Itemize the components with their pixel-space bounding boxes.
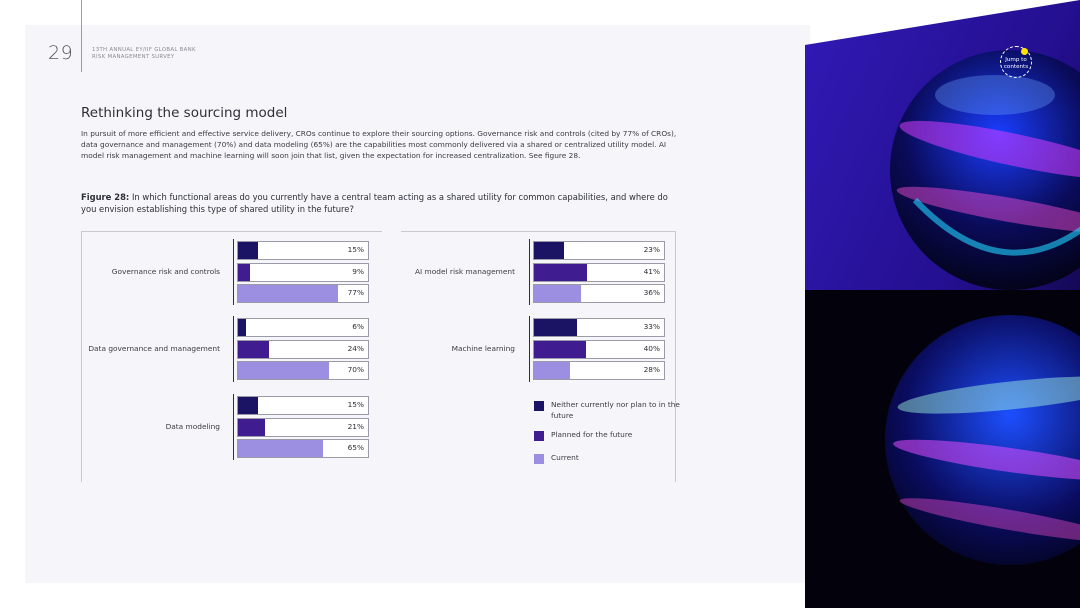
bar-data-governance-and-management-current: 70% [237, 361, 369, 380]
bar-ai-model-risk-management-current: 36% [533, 284, 665, 303]
page-background [25, 25, 810, 583]
bar-value-label: 65% [347, 443, 364, 452]
bar-machine-learning-current: 28% [533, 361, 665, 380]
header-divider [81, 0, 82, 72]
axis-line-data-modeling [233, 394, 234, 460]
legend-swatch-planned [534, 431, 544, 441]
bar-fill-ai-model-risk-management-current [534, 285, 581, 302]
jump-indicator-icon [1021, 48, 1028, 55]
bar-fill-governance-risk-and-controls-current [238, 285, 339, 302]
bar-machine-learning-neither: 33% [533, 318, 665, 337]
bar-fill-data-governance-and-management-neither [238, 319, 246, 336]
legend-swatch-current [534, 454, 544, 464]
bar-value-label: 6% [352, 322, 364, 331]
figure-question: In which functional areas do you current… [81, 192, 668, 215]
jump-to-contents-button[interactable]: Jump to contents [1000, 46, 1032, 78]
bar-value-label: 36% [643, 288, 660, 297]
bar-data-modeling-current: 65% [237, 439, 369, 458]
axis-line-ai-model-risk-management [529, 239, 530, 305]
legend-label-planned: Planned for the future [551, 430, 633, 439]
bar-value-label: 41% [643, 266, 660, 276]
bar-machine-learning-planned: 40% [533, 339, 665, 359]
bar-fill-data-governance-and-management-current [238, 362, 329, 379]
bar-value-label: 77% [347, 288, 364, 297]
bar-fill-data-modeling-neither [238, 397, 258, 414]
axis-line-machine-learning [529, 316, 530, 382]
bar-fill-data-modeling-planned [238, 418, 266, 436]
chart-frame-left [81, 231, 382, 482]
bar-value-label: 9% [352, 266, 364, 276]
bar-value-label: 15% [347, 245, 364, 254]
category-label-data-governance-and-management: Data governance and management [88, 343, 220, 353]
bar-fill-governance-risk-and-controls-neither [238, 242, 258, 259]
category-label-data-modeling: Data modeling [165, 421, 220, 431]
bar-data-modeling-planned: 21% [237, 417, 369, 437]
bar-fill-governance-risk-and-controls-planned [238, 263, 250, 281]
axis-line-data-governance-and-management [233, 316, 234, 382]
category-label-machine-learning: Machine learning [451, 343, 515, 353]
legend-label-neither: Neither currently nor plan to in the fut… [551, 400, 680, 420]
bar-value-label: 21% [347, 421, 364, 431]
axis-line-governance-risk-and-controls [233, 239, 234, 305]
bar-value-label: 24% [347, 343, 364, 353]
figure-caption: Figure 28: In which functional areas do … [81, 191, 681, 216]
jump-to-contents-line-1: Jump to [1005, 57, 1027, 63]
chart-frame-right [401, 231, 676, 482]
bar-value-label: 70% [347, 365, 364, 374]
bar-fill-machine-learning-planned [534, 340, 586, 358]
bar-data-modeling-neither: 15% [237, 396, 369, 415]
bar-value-label: 15% [347, 400, 364, 409]
bar-ai-model-risk-management-neither: 23% [533, 241, 665, 260]
intro-paragraph: In pursuit of more efficient and effecti… [81, 129, 677, 161]
bar-data-governance-and-management-planned: 24% [237, 339, 369, 359]
bar-ai-model-risk-management-planned: 41% [533, 262, 665, 282]
category-label-ai-model-risk-management: AI model risk management [414, 266, 515, 276]
bar-fill-machine-learning-current [534, 362, 571, 379]
category-label-governance-risk-and-controls: Governance risk and controls [111, 266, 220, 276]
figure-label: Figure 28: [81, 192, 130, 202]
page-number: 29 [48, 42, 74, 64]
bar-value-label: 40% [643, 343, 660, 353]
bar-fill-data-modeling-current [238, 440, 323, 457]
bar-fill-ai-model-risk-management-neither [534, 242, 564, 259]
survey-title-line-1: 13TH ANNUAL EY/IIF GLOBAL BANK [92, 47, 196, 53]
bar-fill-ai-model-risk-management-planned [534, 263, 588, 281]
glass-sphere-illustration [805, 0, 1080, 608]
bar-governance-risk-and-controls-planned: 9% [237, 262, 369, 282]
survey-title-line-2: RISK MANAGEMENT SURVEY [92, 54, 175, 60]
bar-governance-risk-and-controls-neither: 15% [237, 241, 369, 260]
bar-governance-risk-and-controls-current: 77% [237, 284, 369, 303]
bar-value-label: 28% [643, 365, 660, 374]
bar-fill-machine-learning-neither [534, 319, 577, 336]
bar-data-governance-and-management-neither: 6% [237, 318, 369, 337]
survey-title: 13TH ANNUAL EY/IIF GLOBAL BANK RISK MANA… [92, 47, 196, 61]
glass-sphere-photo [805, 0, 1080, 608]
section-title: Rethinking the sourcing model [81, 105, 288, 121]
legend-label-current: Current [551, 453, 579, 462]
legend-swatch-neither [534, 401, 544, 411]
jump-to-contents-line-2: contents [1003, 63, 1029, 70]
bar-value-label: 33% [643, 322, 660, 331]
bar-fill-data-governance-and-management-planned [238, 340, 270, 358]
bar-value-label: 23% [643, 245, 660, 254]
